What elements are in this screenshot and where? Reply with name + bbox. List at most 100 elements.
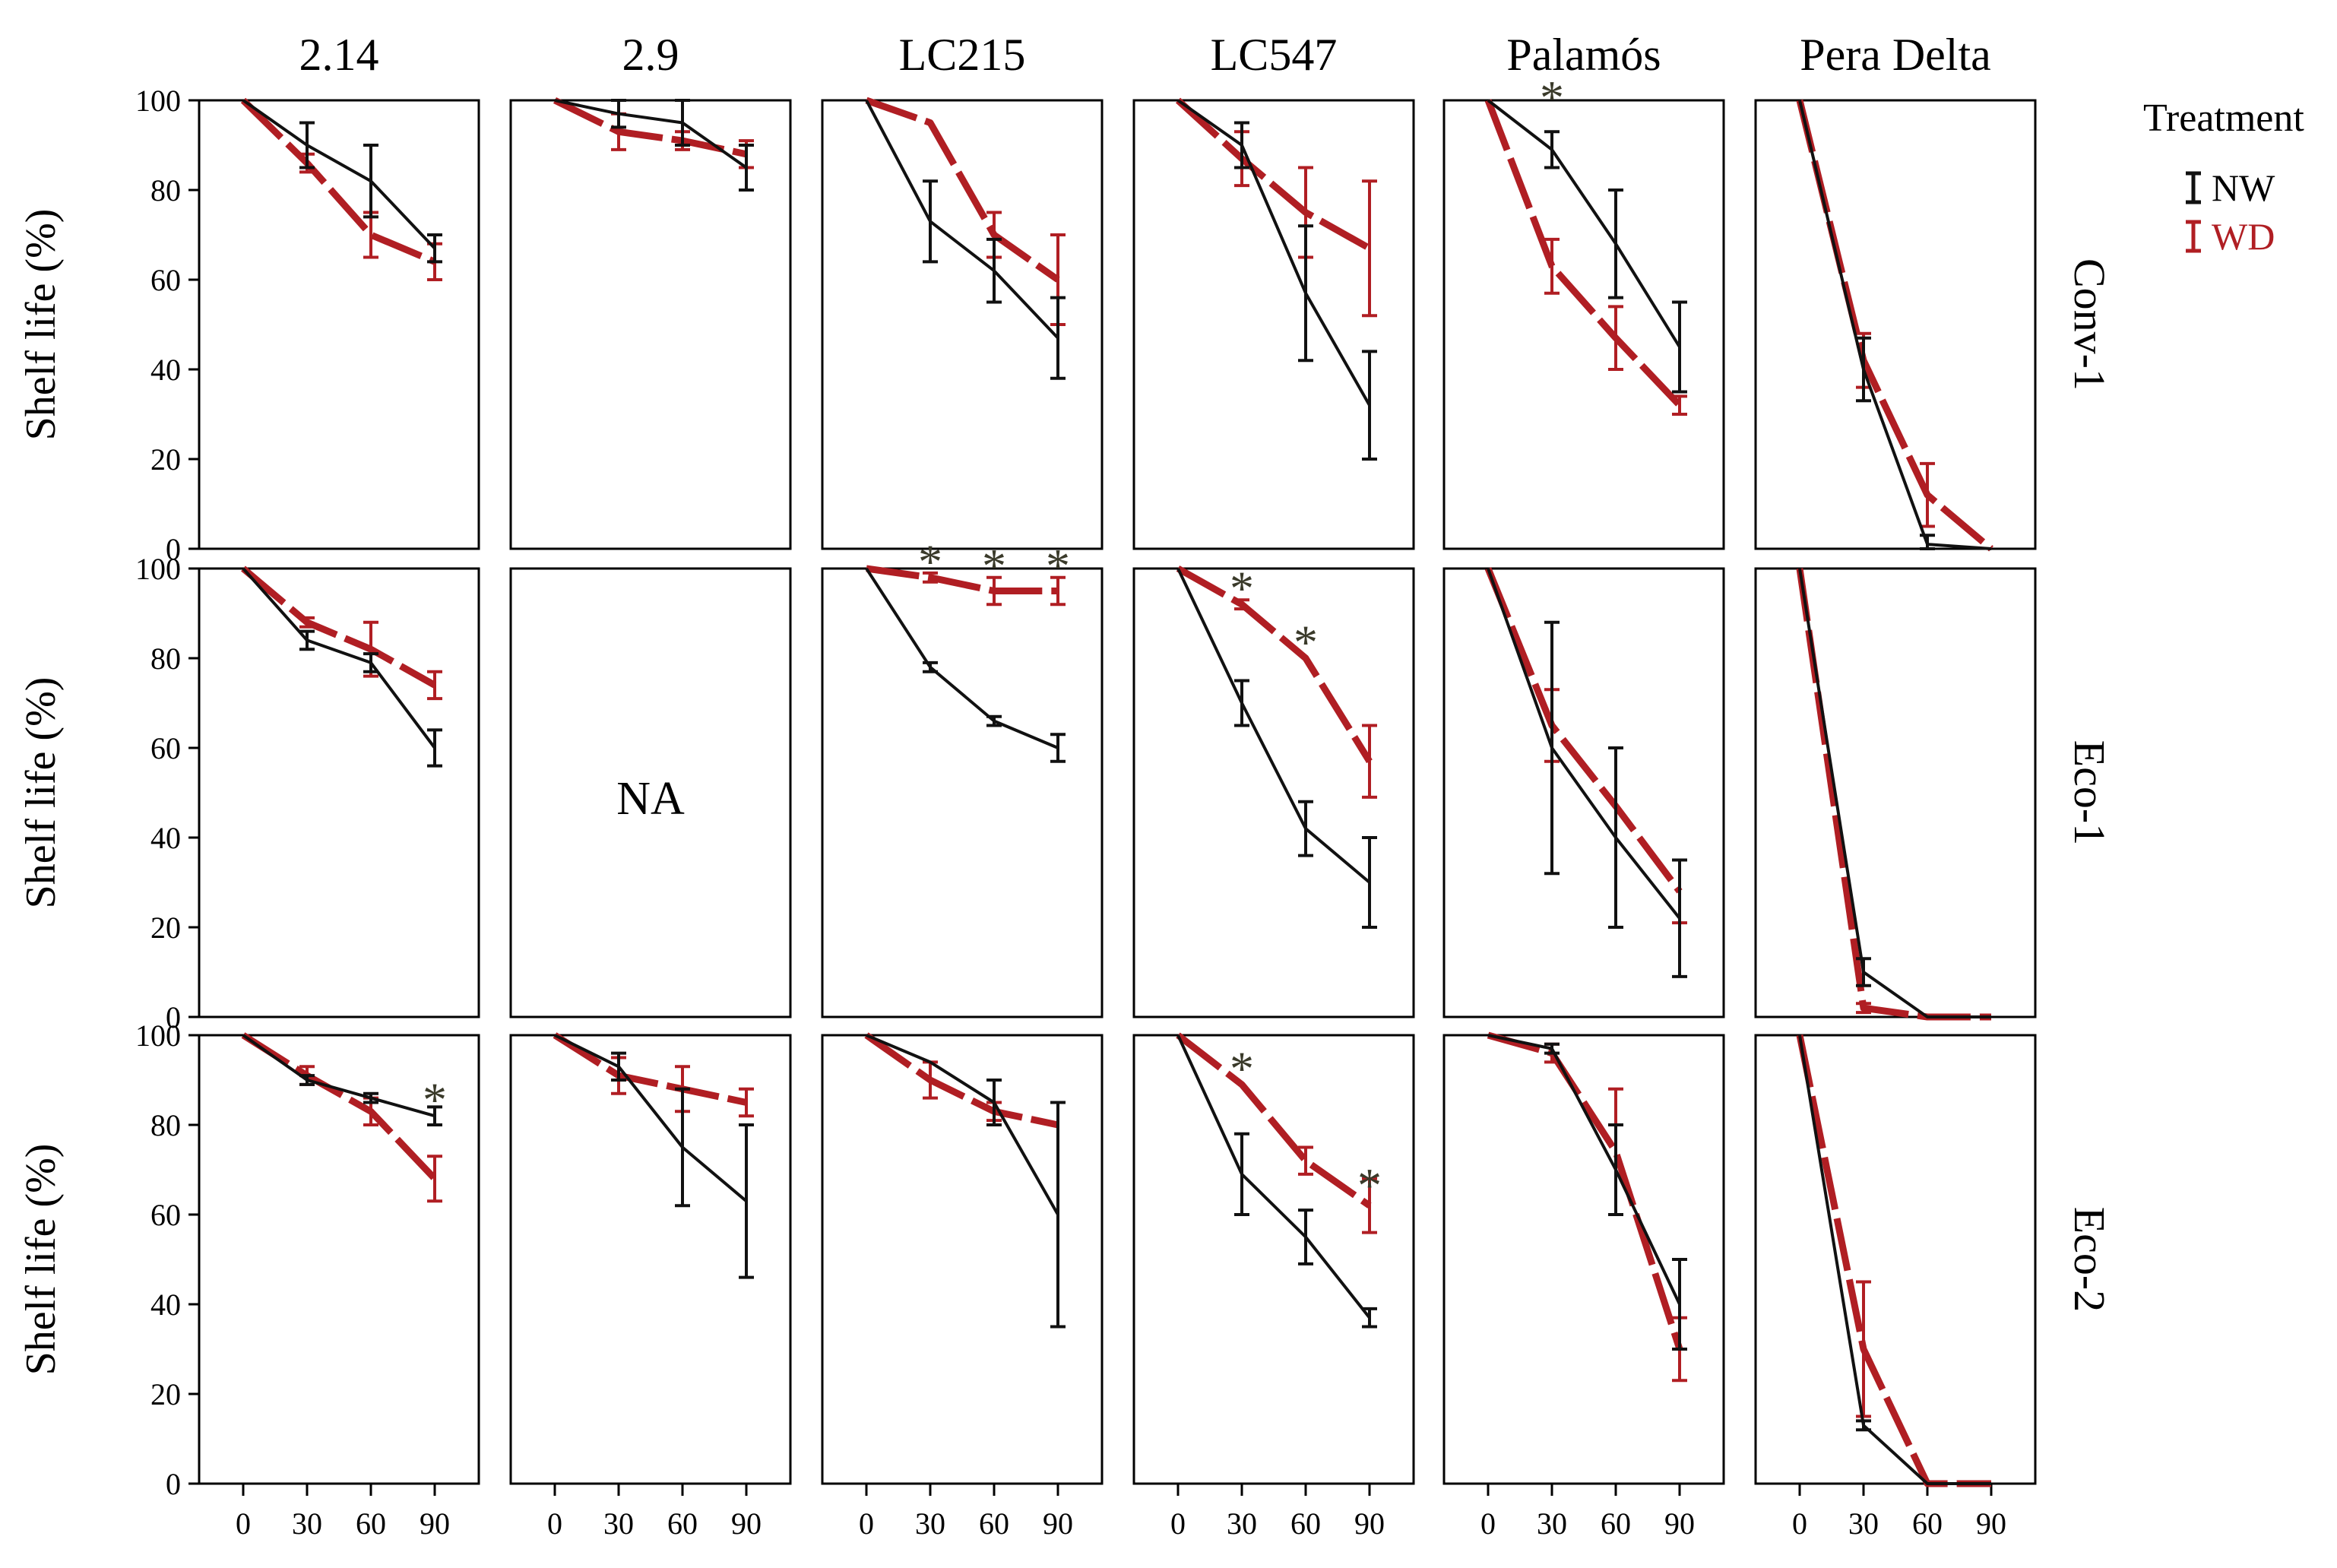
error-bar-nw <box>1544 130 1560 169</box>
significance-star: * <box>1540 71 1564 125</box>
error-bar-nw <box>363 652 378 673</box>
panel-eco-1-2-9: NA <box>509 567 792 1018</box>
x-tick-label: 60 <box>979 1506 1009 1541</box>
significance-star: * <box>1046 539 1070 593</box>
series-line-wd <box>1176 565 1373 764</box>
error-bar-wd <box>1544 237 1560 295</box>
x-tick-label: 0 <box>1170 1506 1186 1541</box>
x-tick-label: 0 <box>859 1506 874 1541</box>
x-tick-label: 0 <box>1792 1506 1807 1541</box>
panel-frame <box>1132 567 1415 1018</box>
error-bar-wd <box>923 571 938 584</box>
error-bar-wd <box>986 575 1002 607</box>
error-bar-nw <box>923 179 938 264</box>
y-tick-label: 60 <box>150 1198 181 1232</box>
error-bar-nw <box>1672 858 1687 978</box>
panel-eco-2-lc547: ** <box>1132 1032 1415 1485</box>
x-tick-label: 90 <box>1664 1506 1695 1541</box>
error-bar-nw <box>1234 679 1249 727</box>
error-bar-nw <box>1234 1132 1249 1216</box>
y-tick-label: 60 <box>150 731 181 765</box>
significance-star: * <box>1230 1041 1254 1095</box>
error-bar-nw <box>1608 1123 1623 1216</box>
na-label: NA <box>616 773 685 825</box>
error-bar-nw <box>299 1074 315 1086</box>
legend-errorbar-wd-icon <box>2186 220 2201 253</box>
panel-frame <box>198 567 480 1018</box>
series-line-wd <box>864 1032 1059 1129</box>
series-line-nw <box>1176 1034 1371 1319</box>
series-line-nw <box>554 1034 748 1202</box>
y-tick-label: 20 <box>150 1377 181 1411</box>
error-bar-nw <box>1856 1419 1871 1432</box>
series-line-wd <box>1487 1031 1683 1351</box>
series-line-wd <box>866 565 1058 594</box>
error-bar-nw <box>1608 746 1623 929</box>
error-bar-nw <box>299 121 315 169</box>
y-tick-label: 20 <box>150 911 181 945</box>
error-bar-nw <box>427 1105 442 1126</box>
error-bar-nw <box>363 144 378 219</box>
error-bar-wd <box>1362 179 1377 318</box>
y-axis-label: Shelf life (%) <box>17 209 65 441</box>
series-line-nw <box>865 100 1059 340</box>
error-bar-nw <box>1672 300 1687 394</box>
error-bar-nw <box>923 660 938 673</box>
panel-frame <box>1132 99 1415 550</box>
error-bar-wd <box>427 670 442 701</box>
y-tick-label: 0 <box>166 1000 181 1034</box>
error-bar-nw <box>1362 350 1377 461</box>
series-line-nw <box>242 1034 435 1118</box>
series-line-wd <box>1484 567 1683 894</box>
series-line-nw <box>242 567 436 749</box>
panel-eco-1-palam-s <box>1442 567 1725 1018</box>
series-line-nw <box>1487 99 1681 348</box>
legend-title: Treatment <box>2143 97 2304 140</box>
panel-conv-1-palam-s: * <box>1442 71 1725 550</box>
x-tick-label: 30 <box>1227 1506 1257 1541</box>
error-bar-nw <box>1608 188 1623 299</box>
error-bar-wd <box>427 1155 442 1203</box>
x-tick-label: 90 <box>420 1506 450 1541</box>
series-line-nw <box>866 1034 1059 1215</box>
y-tick-label: 40 <box>150 821 181 855</box>
error-bar-wd <box>1362 1177 1377 1234</box>
series-line-nw <box>1176 99 1371 407</box>
y-tick-label: 0 <box>166 532 181 566</box>
y-tick-label: 100 <box>135 552 181 586</box>
column-header-lc215: LC215 <box>899 30 1026 80</box>
error-bar-nw <box>1298 224 1313 363</box>
error-bar-nw <box>675 1087 690 1208</box>
panel-conv-1-lc215 <box>821 97 1104 550</box>
legend-entry-nw: NW <box>2186 166 2275 209</box>
error-bar-nw <box>1050 296 1066 380</box>
significance-star: * <box>423 1073 447 1127</box>
error-bar-nw <box>427 728 442 768</box>
series-line-wd <box>241 565 437 689</box>
panel-conv-1-lc547 <box>1132 97 1415 550</box>
error-bar-wd <box>1298 1145 1313 1176</box>
panel-frame <box>1442 99 1725 550</box>
y-tick-label: 80 <box>150 641 181 676</box>
panel-frame <box>198 1034 480 1485</box>
error-bar-nw <box>739 1123 754 1279</box>
error-bar-nw <box>611 99 626 129</box>
x-tick-label: 30 <box>915 1506 945 1541</box>
y-tick-label: 100 <box>135 84 181 118</box>
error-bar-nw <box>1050 1101 1066 1329</box>
significance-star: * <box>1294 616 1318 670</box>
series-line-wd <box>553 97 747 158</box>
error-bar-wd <box>1856 1002 1871 1015</box>
panel-conv-1-pera-delta <box>1754 99 2037 552</box>
x-tick-label: 0 <box>236 1506 251 1541</box>
error-bar-wd <box>299 616 315 629</box>
legend-entry-wd: WD <box>2186 215 2275 258</box>
y-tick-label: 20 <box>150 442 181 477</box>
panel-eco-1-2-14 <box>198 565 480 1018</box>
x-tick-label: 30 <box>603 1506 634 1541</box>
error-bar-nw <box>1362 836 1377 929</box>
x-tick-label: 90 <box>1043 1506 1073 1541</box>
panel-frame <box>1754 567 2037 1018</box>
error-bar-nw <box>363 1091 378 1104</box>
error-bar-nw <box>1298 800 1313 857</box>
